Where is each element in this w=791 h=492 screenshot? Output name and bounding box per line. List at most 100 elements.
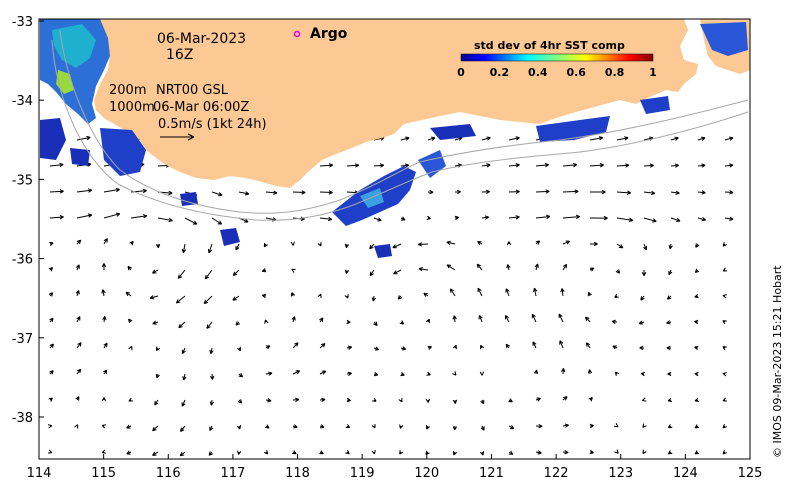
- current-vector-arrow: [643, 190, 656, 196]
- current-vector-arrow: [724, 216, 734, 221]
- current-vector-arrow: [319, 450, 324, 455]
- current-vector-arrow: [237, 399, 243, 404]
- current-vector-arrow: [562, 240, 571, 245]
- current-vector-arrow: [319, 397, 326, 403]
- current-vector-arrow: [697, 217, 706, 222]
- current-vector-arrow: [103, 369, 108, 375]
- current-vector-arrow: [76, 342, 82, 349]
- current-vector-arrow: [694, 424, 700, 429]
- current-vector-arrow: [265, 345, 271, 350]
- current-vector-arrow: [317, 293, 322, 298]
- current-vector-arrow: [373, 163, 385, 168]
- colorbar-tick-label: 0.4: [528, 66, 548, 79]
- current-vector-arrow: [643, 217, 657, 223]
- current-vector-arrow: [76, 239, 82, 245]
- current-vector-arrow: [235, 243, 240, 251]
- bathymetry-contours: [51, 29, 749, 221]
- current-vector-arrow: [694, 371, 699, 377]
- current-vector-arrow: [694, 293, 699, 299]
- current-vector-arrow: [588, 397, 593, 402]
- velocity-scale-label: 0.5m/s (1kt 24h): [158, 117, 267, 132]
- y-axis: -33 -34 -35 -36 -37 -38: [12, 15, 44, 426]
- current-vector-arrow: [722, 267, 728, 272]
- current-vector-arrow: [427, 189, 434, 195]
- current-vector-arrow: [209, 399, 214, 406]
- current-vector-arrow: [724, 136, 734, 141]
- current-vector-arrow: [236, 425, 242, 430]
- current-vector-arrow: [265, 190, 278, 195]
- current-vector-arrow: [319, 190, 333, 195]
- current-vector-arrow: [125, 291, 132, 297]
- current-vector-arrow: [531, 313, 537, 323]
- current-vector-arrow: [48, 292, 54, 297]
- current-vector-arrow: [616, 243, 624, 249]
- current-vector-arrow: [317, 242, 322, 247]
- current-vector-arrow: [722, 294, 727, 299]
- current-vector-arrow: [204, 269, 213, 280]
- current-vector-arrow: [722, 449, 727, 455]
- colorbar-tick-label: 0.6: [566, 66, 586, 79]
- current-vector-arrow: [345, 424, 351, 429]
- current-vector-arrow: [642, 423, 647, 428]
- current-vector-arrow: [400, 216, 406, 221]
- current-vector-arrow: [291, 268, 296, 273]
- current-vector-arrow: [181, 399, 186, 407]
- current-vector-arrow: [319, 163, 334, 168]
- current-vector-arrow: [346, 397, 351, 403]
- x-tick-label: 117: [220, 466, 245, 481]
- current-vector-arrow: [589, 163, 604, 168]
- depth-label-1000m: 1000m: [109, 100, 155, 115]
- current-vector-arrow: [616, 217, 634, 223]
- current-vector-arrow: [479, 451, 485, 456]
- current-vector-arrow: [535, 397, 541, 402]
- current-vector-arrow: [666, 345, 672, 351]
- current-vector-arrow: [639, 345, 645, 351]
- current-vector-arrow: [446, 240, 456, 245]
- current-vector-arrow: [694, 268, 700, 274]
- current-vector-arrow: [505, 288, 510, 297]
- plot-frame: [38, 18, 751, 460]
- current-vector-arrow: [399, 450, 404, 455]
- current-vector-arrow: [724, 163, 734, 168]
- current-vector-arrow: [101, 449, 107, 454]
- current-vector-arrow: [75, 264, 80, 271]
- current-vector-arrow: [372, 397, 377, 402]
- current-vector-arrow: [508, 136, 520, 141]
- current-vector-arrow: [319, 343, 326, 349]
- current-vector-arrow: [589, 215, 608, 221]
- current-vector-arrow: [535, 423, 543, 429]
- current-vector-arrow: [426, 215, 431, 220]
- current-vector-arrow: [562, 450, 569, 455]
- credit-text: © IMOS 09-Mar-2023 15:21 Hobart: [771, 265, 784, 458]
- current-vector-arrow: [481, 215, 490, 220]
- current-vector-arrow: [373, 321, 378, 326]
- current-vector-arrow: [534, 263, 539, 271]
- argo-label: Argo: [310, 26, 348, 42]
- current-vector-arrow: [722, 320, 727, 325]
- current-vector-arrow: [697, 190, 706, 195]
- current-vector-arrow: [49, 241, 54, 247]
- current-vector-arrow: [152, 320, 159, 325]
- argo-marker-icon: [293, 30, 301, 38]
- current-vector-arrow: [668, 243, 673, 250]
- colorbar-title: std dev of 4hr SST comp: [474, 39, 625, 52]
- current-vector-arrow: [265, 371, 273, 376]
- current-vector-arrow: [418, 267, 429, 272]
- colorbar-tick-label: 0: [457, 66, 465, 79]
- current-vector-arrow: [562, 263, 568, 271]
- current-vector-arrow: [102, 316, 107, 323]
- current-vector-arrow: [694, 397, 699, 403]
- current-vector-arrow: [615, 269, 621, 274]
- current-vector-arrow: [265, 424, 270, 429]
- x-tick-label: 125: [738, 466, 763, 481]
- x-tick-label: 114: [27, 466, 52, 481]
- current-vector-arrow: [426, 371, 431, 376]
- current-vector-arrow: [643, 163, 654, 168]
- current-vector-arrow: [585, 342, 591, 349]
- current-vector-arrow: [49, 370, 54, 375]
- current-vector-arrow: [535, 189, 550, 194]
- current-vector-arrow: [373, 217, 382, 222]
- current-vector-arrow: [157, 217, 173, 223]
- current-vector-arrow: [508, 450, 514, 455]
- current-vector-arrow: [101, 424, 107, 429]
